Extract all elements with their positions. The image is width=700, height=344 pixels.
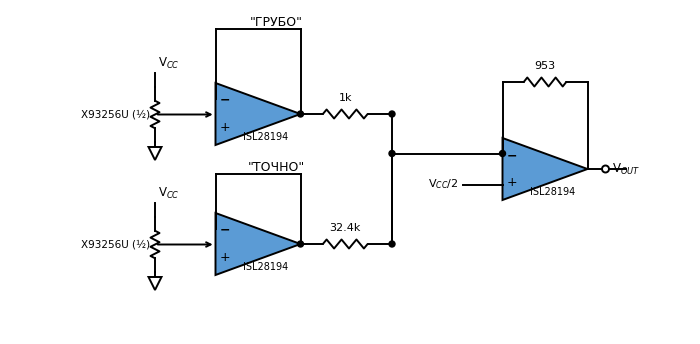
Text: +: +: [219, 251, 230, 264]
Polygon shape: [216, 83, 300, 145]
Polygon shape: [148, 277, 162, 290]
Text: V$_{CC}$: V$_{CC}$: [158, 56, 180, 71]
Text: ISL28194: ISL28194: [244, 132, 288, 142]
Text: 32.4k: 32.4k: [330, 223, 361, 233]
Circle shape: [298, 241, 304, 247]
Text: ISL28194: ISL28194: [244, 262, 288, 272]
Text: ISL28194: ISL28194: [531, 187, 575, 197]
Text: −: −: [219, 224, 230, 237]
Circle shape: [602, 165, 609, 172]
Text: 1k: 1k: [339, 93, 352, 103]
Polygon shape: [503, 138, 587, 200]
Circle shape: [389, 151, 395, 157]
Circle shape: [298, 111, 304, 117]
Circle shape: [500, 151, 505, 157]
Text: −: −: [219, 94, 230, 107]
Circle shape: [389, 111, 395, 117]
Text: "ГРУБО": "ГРУБО": [249, 16, 302, 29]
Text: X93256U (½): X93256U (½): [81, 239, 150, 249]
Text: 953: 953: [534, 61, 556, 71]
Text: X93256U (½): X93256U (½): [81, 109, 150, 119]
Text: V$_{OUT}$: V$_{OUT}$: [612, 161, 640, 176]
Text: V$_{CC}$: V$_{CC}$: [158, 186, 180, 201]
Text: "ТОЧНО": "ТОЧНО": [247, 161, 304, 174]
Text: −: −: [506, 149, 517, 162]
Polygon shape: [216, 213, 300, 275]
Text: +: +: [506, 176, 517, 189]
Polygon shape: [148, 147, 162, 160]
Text: V$_{CC}$/2: V$_{CC}$/2: [428, 178, 458, 191]
Circle shape: [389, 241, 395, 247]
Text: +: +: [219, 121, 230, 134]
